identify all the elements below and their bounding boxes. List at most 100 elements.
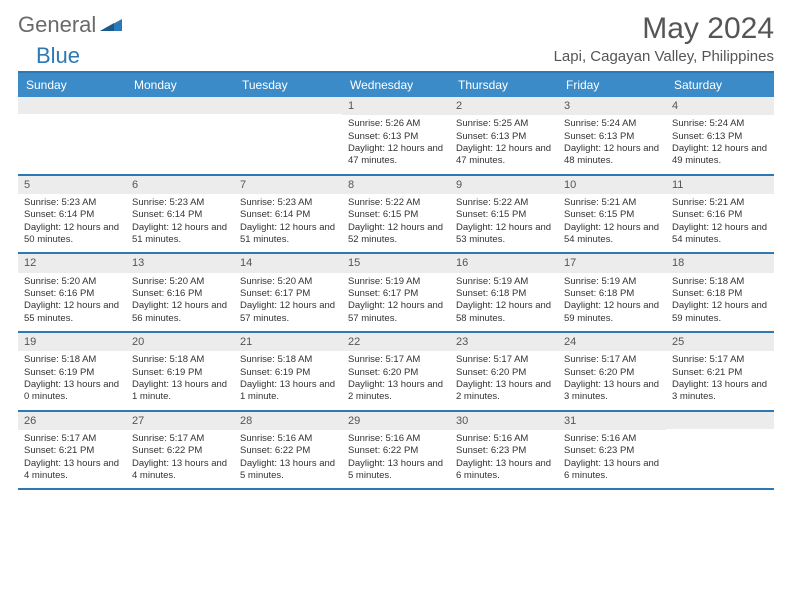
day-cell: 10Sunrise: 5:21 AMSunset: 6:15 PMDayligh… bbox=[558, 176, 666, 253]
day-body: Sunrise: 5:16 AMSunset: 6:23 PMDaylight:… bbox=[450, 430, 558, 488]
sunrise-text: Sunrise: 5:18 AM bbox=[24, 354, 120, 366]
day-body: Sunrise: 5:22 AMSunset: 6:15 PMDaylight:… bbox=[450, 194, 558, 252]
sunrise-text: Sunrise: 5:19 AM bbox=[348, 276, 444, 288]
week-row: 19Sunrise: 5:18 AMSunset: 6:19 PMDayligh… bbox=[18, 333, 774, 412]
day-body: Sunrise: 5:16 AMSunset: 6:22 PMDaylight:… bbox=[342, 430, 450, 488]
sunrise-text: Sunrise: 5:23 AM bbox=[24, 197, 120, 209]
day-body: Sunrise: 5:20 AMSunset: 6:16 PMDaylight:… bbox=[18, 273, 126, 331]
sunset-text: Sunset: 6:16 PM bbox=[24, 288, 120, 300]
day-cell: 17Sunrise: 5:19 AMSunset: 6:18 PMDayligh… bbox=[558, 254, 666, 331]
day-number: 5 bbox=[18, 176, 126, 194]
logo: General bbox=[18, 12, 124, 38]
sunrise-text: Sunrise: 5:16 AM bbox=[348, 433, 444, 445]
sunrise-text: Sunrise: 5:22 AM bbox=[456, 197, 552, 209]
sunrise-text: Sunrise: 5:24 AM bbox=[564, 118, 660, 130]
daylight-text: Daylight: 12 hours and 49 minutes. bbox=[672, 143, 768, 168]
day-cell: 8Sunrise: 5:22 AMSunset: 6:15 PMDaylight… bbox=[342, 176, 450, 253]
day-cell: 26Sunrise: 5:17 AMSunset: 6:21 PMDayligh… bbox=[18, 412, 126, 489]
day-body: Sunrise: 5:24 AMSunset: 6:13 PMDaylight:… bbox=[558, 115, 666, 173]
sunrise-text: Sunrise: 5:17 AM bbox=[348, 354, 444, 366]
day-number: 15 bbox=[342, 254, 450, 272]
sunrise-text: Sunrise: 5:16 AM bbox=[240, 433, 336, 445]
sunset-text: Sunset: 6:21 PM bbox=[672, 367, 768, 379]
day-body: Sunrise: 5:23 AMSunset: 6:14 PMDaylight:… bbox=[234, 194, 342, 252]
day-number: 11 bbox=[666, 176, 774, 194]
sunset-text: Sunset: 6:15 PM bbox=[348, 209, 444, 221]
day-header-row: Sunday Monday Tuesday Wednesday Thursday… bbox=[18, 73, 774, 97]
day-number: 21 bbox=[234, 333, 342, 351]
day-number: 26 bbox=[18, 412, 126, 430]
day-number: 18 bbox=[666, 254, 774, 272]
day-cell: 13Sunrise: 5:20 AMSunset: 6:16 PMDayligh… bbox=[126, 254, 234, 331]
sunset-text: Sunset: 6:20 PM bbox=[348, 367, 444, 379]
sunset-text: Sunset: 6:13 PM bbox=[456, 131, 552, 143]
sunrise-text: Sunrise: 5:16 AM bbox=[456, 433, 552, 445]
sunrise-text: Sunrise: 5:17 AM bbox=[132, 433, 228, 445]
day-body bbox=[666, 429, 774, 483]
day-number: 14 bbox=[234, 254, 342, 272]
sunrise-text: Sunrise: 5:17 AM bbox=[564, 354, 660, 366]
day-body: Sunrise: 5:21 AMSunset: 6:15 PMDaylight:… bbox=[558, 194, 666, 252]
sunrise-text: Sunrise: 5:25 AM bbox=[456, 118, 552, 130]
sunset-text: Sunset: 6:22 PM bbox=[348, 445, 444, 457]
day-cell: 27Sunrise: 5:17 AMSunset: 6:22 PMDayligh… bbox=[126, 412, 234, 489]
sunset-text: Sunset: 6:22 PM bbox=[240, 445, 336, 457]
sunrise-text: Sunrise: 5:23 AM bbox=[240, 197, 336, 209]
day-number bbox=[126, 97, 234, 114]
sunset-text: Sunset: 6:13 PM bbox=[348, 131, 444, 143]
day-body: Sunrise: 5:25 AMSunset: 6:13 PMDaylight:… bbox=[450, 115, 558, 173]
day-cell: 2Sunrise: 5:25 AMSunset: 6:13 PMDaylight… bbox=[450, 97, 558, 174]
day-body bbox=[126, 114, 234, 168]
day-number: 29 bbox=[342, 412, 450, 430]
daylight-text: Daylight: 12 hours and 51 minutes. bbox=[132, 222, 228, 247]
day-number: 12 bbox=[18, 254, 126, 272]
day-cell bbox=[234, 97, 342, 174]
sunset-text: Sunset: 6:17 PM bbox=[240, 288, 336, 300]
week-row: 1Sunrise: 5:26 AMSunset: 6:13 PMDaylight… bbox=[18, 97, 774, 176]
daylight-text: Daylight: 12 hours and 58 minutes. bbox=[456, 300, 552, 325]
day-number: 1 bbox=[342, 97, 450, 115]
day-number: 30 bbox=[450, 412, 558, 430]
daylight-text: Daylight: 12 hours and 59 minutes. bbox=[564, 300, 660, 325]
day-cell: 18Sunrise: 5:18 AMSunset: 6:18 PMDayligh… bbox=[666, 254, 774, 331]
sunrise-text: Sunrise: 5:17 AM bbox=[456, 354, 552, 366]
day-cell bbox=[18, 97, 126, 174]
day-cell: 3Sunrise: 5:24 AMSunset: 6:13 PMDaylight… bbox=[558, 97, 666, 174]
day-number: 7 bbox=[234, 176, 342, 194]
day-header: Friday bbox=[558, 73, 666, 97]
sunset-text: Sunset: 6:18 PM bbox=[564, 288, 660, 300]
day-number bbox=[666, 412, 774, 429]
day-body: Sunrise: 5:19 AMSunset: 6:18 PMDaylight:… bbox=[450, 273, 558, 331]
sunset-text: Sunset: 6:17 PM bbox=[348, 288, 444, 300]
daylight-text: Daylight: 13 hours and 6 minutes. bbox=[564, 458, 660, 483]
daylight-text: Daylight: 12 hours and 54 minutes. bbox=[564, 222, 660, 247]
sunrise-text: Sunrise: 5:18 AM bbox=[132, 354, 228, 366]
month-title: May 2024 bbox=[554, 12, 774, 46]
sunrise-text: Sunrise: 5:20 AM bbox=[132, 276, 228, 288]
day-cell: 23Sunrise: 5:17 AMSunset: 6:20 PMDayligh… bbox=[450, 333, 558, 410]
sunset-text: Sunset: 6:14 PM bbox=[240, 209, 336, 221]
daylight-text: Daylight: 12 hours and 47 minutes. bbox=[348, 143, 444, 168]
daylight-text: Daylight: 13 hours and 5 minutes. bbox=[348, 458, 444, 483]
day-cell: 25Sunrise: 5:17 AMSunset: 6:21 PMDayligh… bbox=[666, 333, 774, 410]
sunrise-text: Sunrise: 5:16 AM bbox=[564, 433, 660, 445]
day-body bbox=[234, 114, 342, 168]
day-cell: 11Sunrise: 5:21 AMSunset: 6:16 PMDayligh… bbox=[666, 176, 774, 253]
day-cell: 1Sunrise: 5:26 AMSunset: 6:13 PMDaylight… bbox=[342, 97, 450, 174]
daylight-text: Daylight: 12 hours and 47 minutes. bbox=[456, 143, 552, 168]
day-cell: 9Sunrise: 5:22 AMSunset: 6:15 PMDaylight… bbox=[450, 176, 558, 253]
sunrise-text: Sunrise: 5:18 AM bbox=[672, 276, 768, 288]
sunset-text: Sunset: 6:16 PM bbox=[132, 288, 228, 300]
day-body: Sunrise: 5:20 AMSunset: 6:17 PMDaylight:… bbox=[234, 273, 342, 331]
day-cell bbox=[666, 412, 774, 489]
daylight-text: Daylight: 12 hours and 59 minutes. bbox=[672, 300, 768, 325]
week-row: 12Sunrise: 5:20 AMSunset: 6:16 PMDayligh… bbox=[18, 254, 774, 333]
sunset-text: Sunset: 6:21 PM bbox=[24, 445, 120, 457]
day-number: 24 bbox=[558, 333, 666, 351]
logo-text-blue: Blue bbox=[36, 43, 80, 69]
day-body: Sunrise: 5:18 AMSunset: 6:19 PMDaylight:… bbox=[234, 351, 342, 409]
day-header: Saturday bbox=[666, 73, 774, 97]
daylight-text: Daylight: 12 hours and 56 minutes. bbox=[132, 300, 228, 325]
daylight-text: Daylight: 13 hours and 3 minutes. bbox=[672, 379, 768, 404]
day-body: Sunrise: 5:19 AMSunset: 6:17 PMDaylight:… bbox=[342, 273, 450, 331]
